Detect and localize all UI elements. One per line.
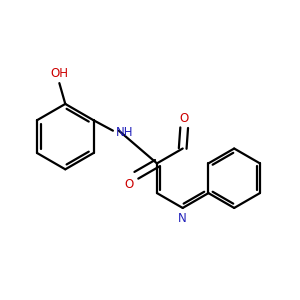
- Text: O: O: [124, 178, 134, 191]
- Text: OH: OH: [50, 67, 68, 80]
- Text: N: N: [178, 212, 187, 224]
- Text: O: O: [180, 112, 189, 125]
- Text: NH: NH: [116, 126, 134, 139]
